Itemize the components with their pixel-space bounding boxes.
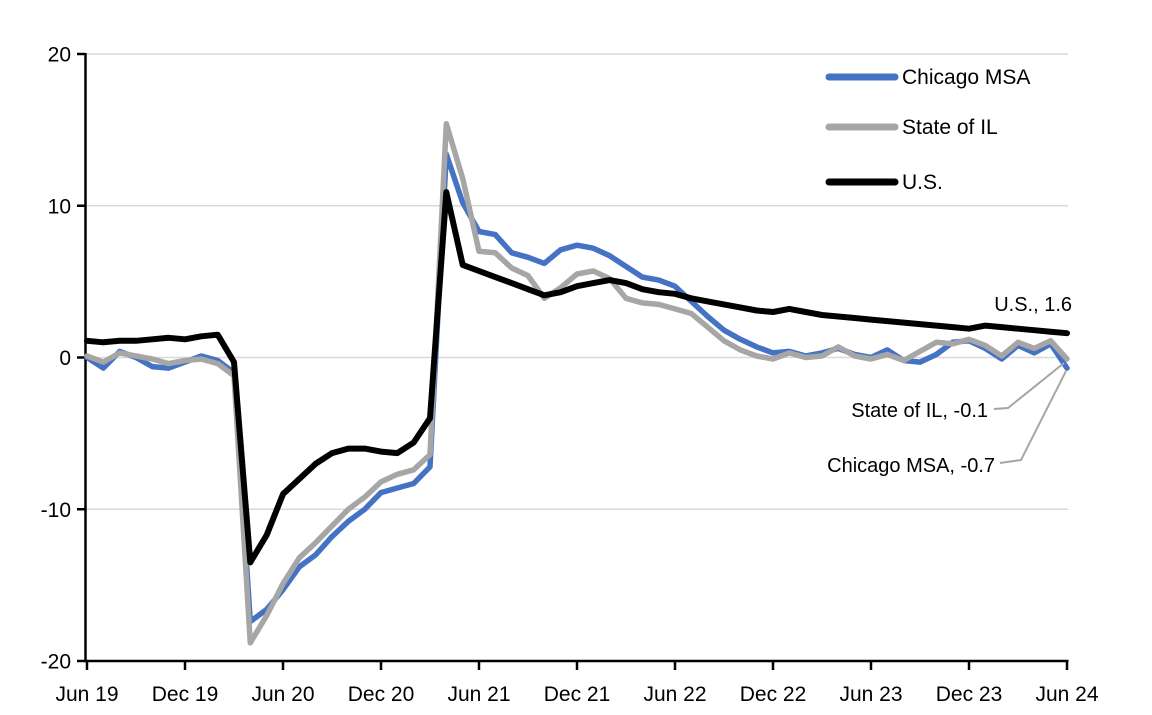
x-axis-tick-label: Dec 23 [936, 683, 1003, 706]
x-axis-tick-label: Dec 20 [348, 683, 415, 706]
annotation-us: U.S., 1.6 [994, 294, 1072, 316]
legend-label-chicago-msa: Chicago MSA [902, 66, 1030, 89]
x-axis-tick-label: Dec 21 [544, 683, 611, 706]
x-axis-labels: Jun 19 Dec 19 Jun 20 Dec 20 Jun 21 Dec 21 Jun … [55, 683, 1098, 706]
x-axis-tick-label: Dec 22 [740, 683, 807, 706]
legend: Chicago MSA State of IL U.S. [825, 66, 1030, 194]
y-axis-tick-label: 0 [59, 347, 71, 370]
legend-label-us: U.S. [902, 171, 943, 194]
y-axis-tick-label: 20 [48, 44, 71, 67]
leader-line-chicago-msa [999, 370, 1067, 464]
annotation-state-of-il: State of IL, -0.1 [851, 400, 988, 422]
leader-line-state-of-il [993, 362, 1065, 410]
x-axis-tick-label: Jun 19 [55, 683, 118, 706]
x-axis-tick-label: Jun 21 [447, 683, 510, 706]
y-axis-tick-label: -10 [41, 499, 71, 522]
x-axis-tick-label: Jun 20 [251, 683, 314, 706]
series-lines [84, 121, 1070, 646]
annotation-chicago-msa: Chicago MSA, -0.7 [827, 455, 995, 477]
x-axis-tick-label: Jun 24 [1035, 683, 1098, 706]
x-axis-tick-label: Jun 22 [643, 683, 706, 706]
x-axis-tick-label: Dec 19 [152, 683, 219, 706]
x-axis-tick-label: Jun 23 [839, 683, 902, 706]
annotations: U.S., 1.6 State of IL, -0.1 Chicago MSA,… [827, 294, 1072, 477]
series-line-state-of-il [84, 121, 1070, 646]
y-axis-tick-label: 10 [48, 195, 71, 218]
series-line-u-s [84, 189, 1070, 566]
y-axis-tick-label: -20 [41, 651, 71, 674]
legend-label-state-of-il: State of IL [902, 116, 998, 139]
gridlines [86, 53, 1068, 510]
y-axis-labels: 20 10 0 -10 -20 [41, 44, 71, 674]
